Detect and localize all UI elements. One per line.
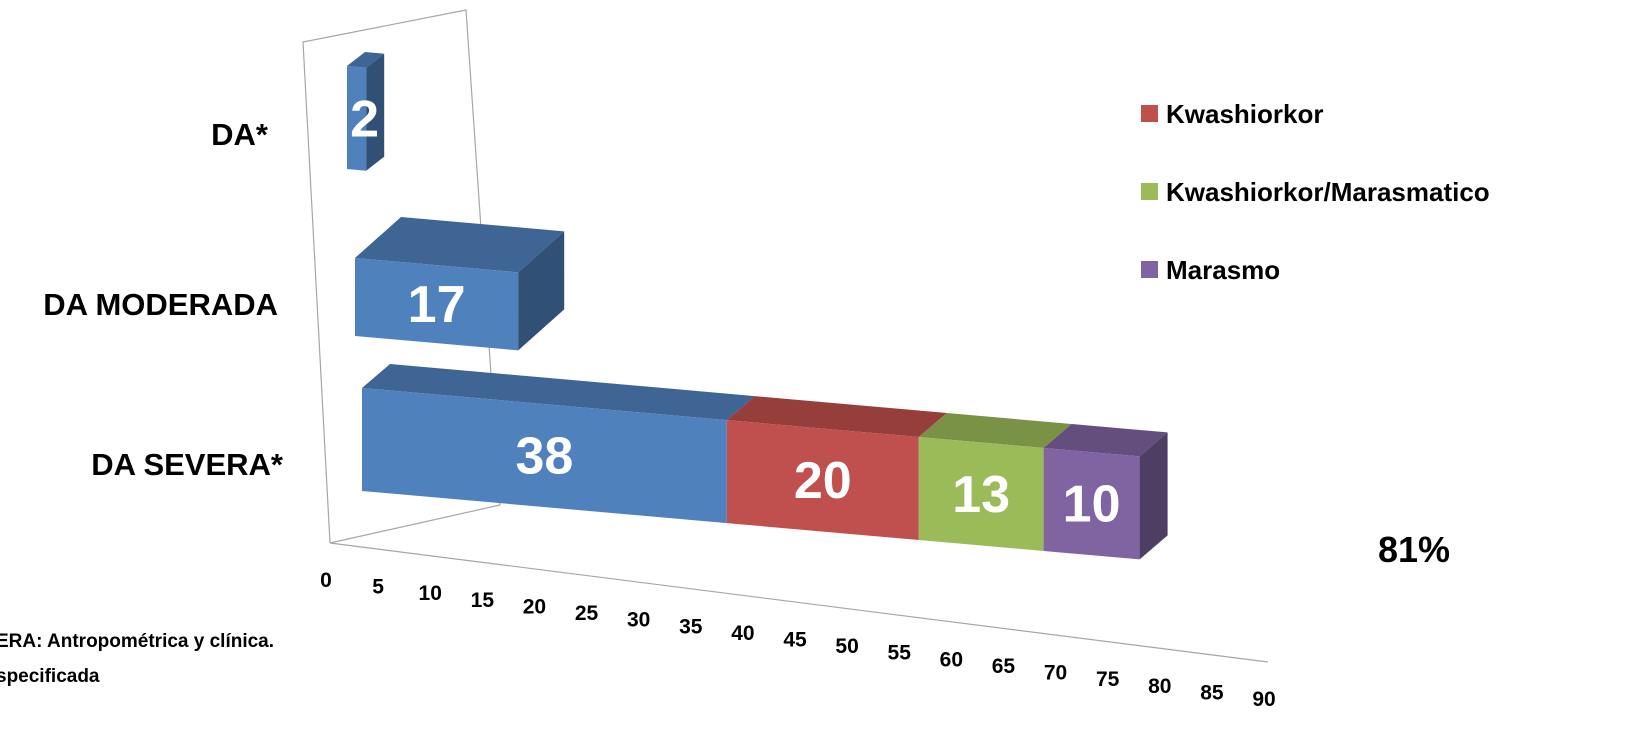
bar-da-severa-series-0 bbox=[362, 364, 755, 524]
x-tick-15: 15 bbox=[471, 589, 495, 612]
legend-swatch bbox=[1141, 105, 1158, 122]
bar-da-series-0 bbox=[347, 52, 385, 171]
data-label-da-severa-3: 10 bbox=[1063, 476, 1121, 534]
footnote-line-2: specificada bbox=[0, 666, 100, 687]
bar-da-severa-series-3 bbox=[1043, 423, 1168, 560]
x-tick-75: 75 bbox=[1096, 668, 1120, 691]
x-tick-55: 55 bbox=[888, 642, 912, 665]
bar-labels-group: 38 20 13 10 17 2 bbox=[350, 90, 1120, 533]
data-label-da-severa-1: 20 bbox=[794, 452, 852, 510]
x-tick-50: 50 bbox=[835, 635, 858, 658]
bar-da-severa-series-2 bbox=[918, 412, 1072, 551]
legend: Kwashiorkor Kwashiorkor/Marasmatico Marasm… bbox=[1141, 99, 1490, 285]
category-label-da-severa: DA SEVERA* bbox=[91, 447, 284, 482]
x-tick-40: 40 bbox=[731, 622, 754, 645]
bar-da-severa-series-1 bbox=[726, 396, 947, 540]
x-tick-45: 45 bbox=[783, 629, 807, 652]
x-tick-80: 80 bbox=[1148, 675, 1171, 698]
legend-label: Kwashiorkor bbox=[1166, 99, 1324, 129]
x-tick-90: 90 bbox=[1252, 688, 1275, 711]
legend-label: Kwashiorkor/Marasmatico bbox=[1166, 177, 1490, 207]
category-labels: DA SEVERA* DA MODERADA DA* bbox=[43, 117, 284, 482]
x-tick-5: 5 bbox=[372, 576, 384, 599]
x-tick-65: 65 bbox=[992, 655, 1016, 678]
data-label-da-0: 2 bbox=[350, 90, 379, 148]
footnote-line-1: ERA: Antropométrica y clínica. bbox=[0, 631, 274, 652]
x-tick-30: 30 bbox=[627, 609, 650, 632]
data-label-da-severa-0: 38 bbox=[515, 428, 573, 486]
data-label-da-severa-2: 13 bbox=[952, 466, 1010, 524]
x-tick-60: 60 bbox=[940, 648, 963, 671]
legend-item-kwashiorkor: Kwashiorkor bbox=[1141, 99, 1324, 129]
category-label-da-moderada: DA MODERADA bbox=[43, 287, 278, 322]
legend-item-kwashiorkor-marasmatico: Kwashiorkor/Marasmatico bbox=[1141, 177, 1490, 207]
x-tick-70: 70 bbox=[1044, 662, 1067, 685]
bar-da-moderada-series-0 bbox=[355, 217, 565, 351]
legend-swatch bbox=[1141, 261, 1158, 278]
x-tick-25: 25 bbox=[575, 602, 599, 625]
category-label-da: DA* bbox=[211, 117, 269, 152]
percentage-annotation: 81% bbox=[1378, 529, 1450, 570]
legend-swatch bbox=[1141, 183, 1158, 200]
x-tick-10: 10 bbox=[419, 582, 442, 605]
legend-item-marasmo: Marasmo bbox=[1141, 255, 1280, 285]
x-axis-ticks: 0 5 10 15 20 25 30 35 40 45 50 55 60 65 70 75 80 85 90 bbox=[320, 569, 1276, 711]
x-tick-85: 85 bbox=[1200, 681, 1224, 704]
x-tick-20: 20 bbox=[523, 595, 546, 618]
data-label-da-moderada-0: 17 bbox=[408, 276, 466, 334]
x-tick-35: 35 bbox=[679, 615, 703, 638]
legend-label: Marasmo bbox=[1166, 255, 1280, 285]
x-tick-0: 0 bbox=[320, 569, 332, 592]
bars-group bbox=[347, 52, 1168, 560]
